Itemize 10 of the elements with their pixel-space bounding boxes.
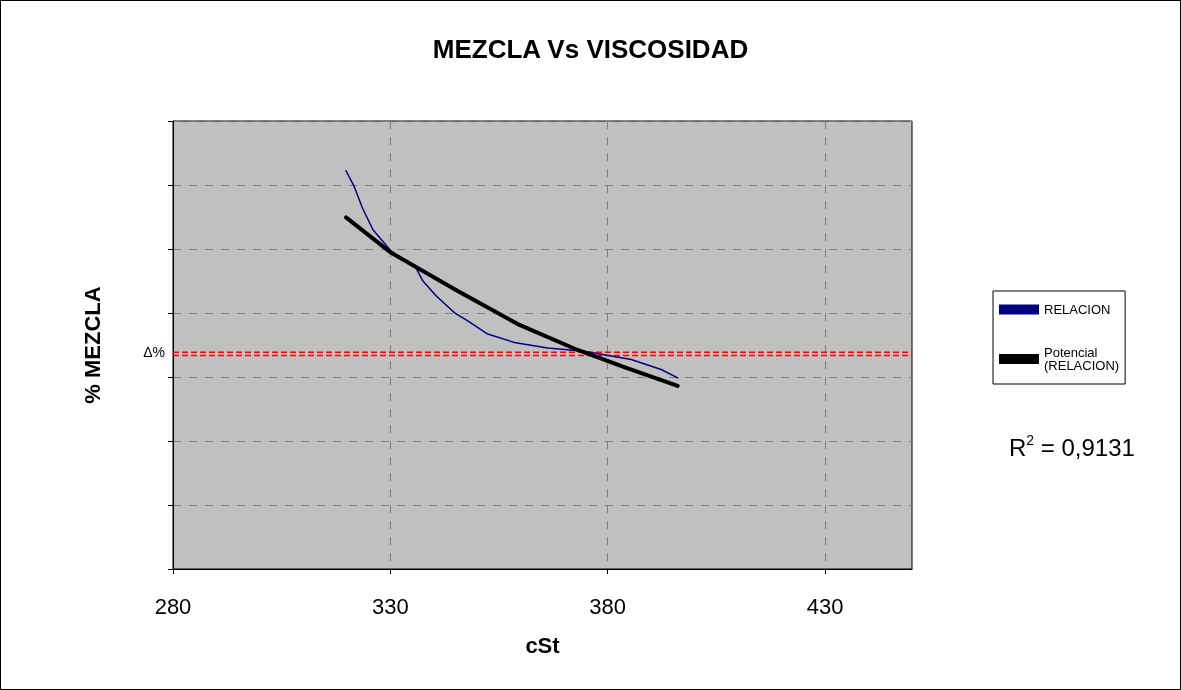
- legend-label: Potencial (RELACION): [1044, 345, 1120, 373]
- legend-label: RELACION: [1044, 302, 1111, 317]
- x-axis-title: cSt: [525, 632, 561, 658]
- ref-line-label: Δ%: [143, 344, 165, 361]
- x-tick-label: 280: [154, 593, 192, 619]
- y-axis-title: % MEZCLA: [79, 286, 105, 404]
- x-tick-label: 330: [371, 593, 409, 619]
- x-tick-label: 380: [589, 593, 627, 619]
- chart-title: MEZCLA Vs VISCOSIDAD: [432, 34, 749, 64]
- x-tick-label: 430: [806, 593, 844, 619]
